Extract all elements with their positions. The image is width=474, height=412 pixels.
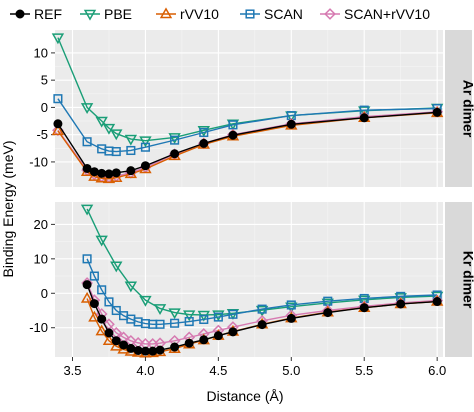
data-point-ref [90, 300, 98, 308]
legend-label-rvv10: rVV10 [180, 6, 219, 22]
y-tick-label: -5 [36, 127, 48, 142]
legend-item-scan: SCAN [240, 6, 303, 22]
data-point-ref [171, 343, 179, 351]
legend-marker-rvv10 [161, 9, 171, 18]
x-tick-label: 4.0 [136, 363, 154, 378]
legend-marker-pbe [85, 11, 95, 20]
data-point-ref [127, 167, 135, 175]
x-axis: 3.5 4.0 4.5 5.0 5.5 6.0 [63, 357, 446, 378]
y-tick-label: 10 [34, 45, 48, 60]
panel-background [55, 30, 443, 187]
data-point-ref [287, 314, 295, 322]
data-point-ref [229, 328, 237, 336]
data-point-ref [185, 339, 193, 347]
y-tick-label: 10 [34, 251, 48, 266]
data-point-ref [105, 170, 113, 178]
panel-ar-dimer: 10 5 0 -5 -10 Ar dimer [29, 30, 474, 187]
y-tick-label: 0 [41, 100, 48, 115]
data-point-ref [229, 131, 237, 139]
data-point-ref [90, 168, 98, 176]
data-point-ref [83, 281, 91, 289]
data-point-ref [120, 341, 128, 349]
data-point-ref [258, 321, 266, 329]
data-point-ref [98, 169, 106, 177]
legend-label-pbe: PBE [104, 6, 132, 22]
y-tick-label: 5 [41, 73, 48, 88]
x-tick-label: 5.0 [282, 363, 300, 378]
data-point-ref [98, 315, 106, 323]
data-point-ref [360, 304, 368, 312]
strip-label: Kr dimer [461, 251, 474, 309]
data-point-ref [171, 150, 179, 158]
data-point-ref [112, 337, 120, 345]
legend-label-scan-rvv10: SCAN+rVV10 [344, 6, 430, 22]
data-point-ref [134, 346, 142, 354]
data-point-ref [149, 347, 157, 355]
legend-marker-ref [16, 10, 24, 18]
legend-item-pbe: PBE [80, 6, 132, 22]
data-point-ref [433, 298, 441, 306]
y-tick-label: 0 [41, 286, 48, 301]
y-tick-label: -10 [29, 154, 48, 169]
legend-item-ref: REF [10, 6, 62, 22]
data-point-ref [156, 346, 164, 354]
data-point-ref [433, 108, 441, 116]
legend-item-scan-rvv10: SCAN+rVV10 [320, 6, 430, 22]
data-point-ref [105, 329, 113, 337]
x-tick-label: 5.5 [355, 363, 373, 378]
legend-item-rvv10: rVV10 [156, 6, 219, 22]
y-tick-label: 20 [34, 217, 48, 232]
data-point-ref [141, 162, 149, 170]
x-tick-label: 6.0 [428, 363, 446, 378]
data-point-ref [360, 114, 368, 122]
data-point-ref [397, 300, 405, 308]
strip-label: Ar dimer [461, 80, 474, 138]
y-axis-title: Binding Energy (meV) [0, 141, 16, 278]
panel-kr-dimer: 20 10 0 -10 Kr dimer [29, 202, 474, 357]
x-tick-label: 4.5 [209, 363, 227, 378]
x-axis-title: Distance (Å) [206, 388, 283, 404]
x-tick-label: 3.5 [63, 363, 81, 378]
data-point-ref [200, 139, 208, 147]
data-point-ref [200, 336, 208, 344]
data-point-ref [287, 120, 295, 128]
data-point-ref [324, 309, 332, 317]
data-point-ref [112, 169, 120, 177]
data-point-ref [127, 344, 135, 352]
data-point-ref [54, 120, 62, 128]
data-point-ref [214, 332, 222, 340]
legend-label-scan: SCAN [264, 6, 303, 22]
panels: 10 5 0 -5 -10 Ar dimer 20 10 0 -10 Kr dimer [29, 30, 474, 357]
data-point-ref [83, 164, 91, 172]
y-tick-label: -10 [29, 320, 48, 335]
legend-label-ref: REF [34, 6, 62, 22]
legend: REF PBE rVV10 SCAN SCAN+rVV10 [10, 6, 430, 22]
